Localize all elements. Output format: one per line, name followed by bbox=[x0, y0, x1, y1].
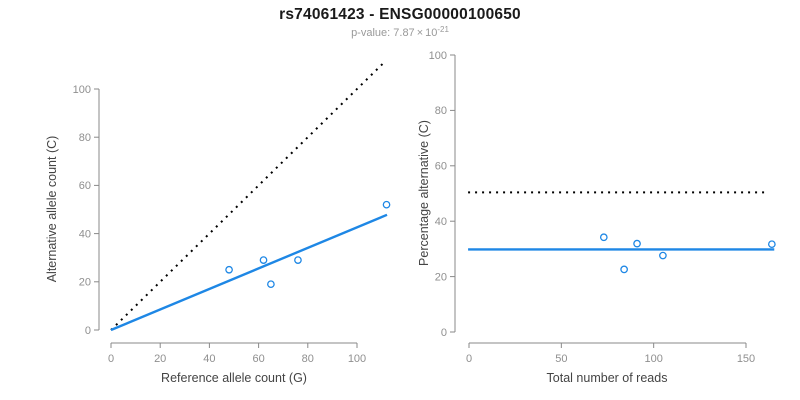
data-points bbox=[225, 200, 391, 289]
y-tick-label: 60 bbox=[435, 161, 447, 173]
p-value-exponent: -21 bbox=[437, 25, 449, 34]
y-axis: 0 20 40 60 80 100 bbox=[429, 50, 456, 339]
x-tick-label: 50 bbox=[555, 353, 567, 365]
data-point bbox=[620, 265, 628, 274]
p-value-subtitle: p-value: 7.87 × 10-21 bbox=[0, 25, 800, 39]
page-title: rs74061423 - ENSG00000100650 bbox=[279, 6, 521, 23]
fit-line bbox=[110, 213, 388, 332]
data-point bbox=[259, 256, 268, 264]
x-axis-title: Reference allele count (G) bbox=[161, 371, 307, 385]
x-tick-label: 40 bbox=[203, 353, 215, 365]
data-point bbox=[659, 251, 667, 260]
y-tick-label: 40 bbox=[79, 228, 91, 240]
data-point bbox=[267, 280, 275, 289]
y-tick-label: 100 bbox=[429, 50, 447, 62]
data-point bbox=[768, 240, 776, 249]
data-point bbox=[382, 200, 391, 209]
y-tick-label: 60 bbox=[79, 180, 91, 192]
x-axis-title: Total number of reads bbox=[547, 371, 668, 385]
x-tick-label: 0 bbox=[466, 353, 472, 365]
data-point bbox=[225, 265, 233, 274]
p-value-mantissa: 7.87 bbox=[393, 27, 415, 39]
y-axis: 0 20 40 60 80 100 bbox=[73, 84, 100, 337]
y-tick-label: 20 bbox=[435, 271, 447, 283]
y-tick-label: 0 bbox=[85, 325, 91, 337]
y-tick-label: 20 bbox=[79, 277, 91, 289]
y-tick-label: 100 bbox=[73, 84, 91, 96]
y-tick-label: 0 bbox=[441, 327, 447, 339]
percentage-panel: 0 20 40 60 80 100 0 50 100 150 Total number of rea… bbox=[417, 50, 776, 385]
y-tick-label: 80 bbox=[435, 105, 447, 117]
data-point bbox=[599, 233, 608, 242]
x-tick-label: 60 bbox=[252, 353, 264, 365]
times-sign: × bbox=[416, 27, 424, 39]
identity-line bbox=[110, 60, 386, 331]
y-axis-title: Percentage alternative (C) bbox=[417, 120, 431, 266]
y-tick-label: 40 bbox=[435, 216, 447, 228]
y-tick-label: 80 bbox=[79, 132, 91, 144]
x-tick-label: 20 bbox=[154, 353, 166, 365]
y-axis-title: Alternative allele count (C) bbox=[45, 136, 59, 283]
x-tick-label: 100 bbox=[348, 353, 366, 365]
x-tick-label: 150 bbox=[737, 353, 755, 365]
x-tick-label: 80 bbox=[302, 353, 314, 365]
p-value-label: p-value: bbox=[351, 27, 391, 39]
data-point bbox=[294, 256, 302, 264]
x-tick-label: 100 bbox=[644, 353, 662, 365]
data-points bbox=[599, 233, 776, 274]
x-axis: 0 50 100 150 bbox=[466, 342, 755, 365]
x-tick-label: 0 bbox=[108, 353, 114, 365]
p-value-base: 10 bbox=[425, 27, 438, 39]
allele-counts-panel: 0 20 40 60 80 100 0 20 40 60 80 100 Reference allele… bbox=[45, 60, 391, 385]
data-point bbox=[633, 239, 641, 248]
x-axis: 0 20 40 60 80 100 bbox=[108, 342, 366, 365]
